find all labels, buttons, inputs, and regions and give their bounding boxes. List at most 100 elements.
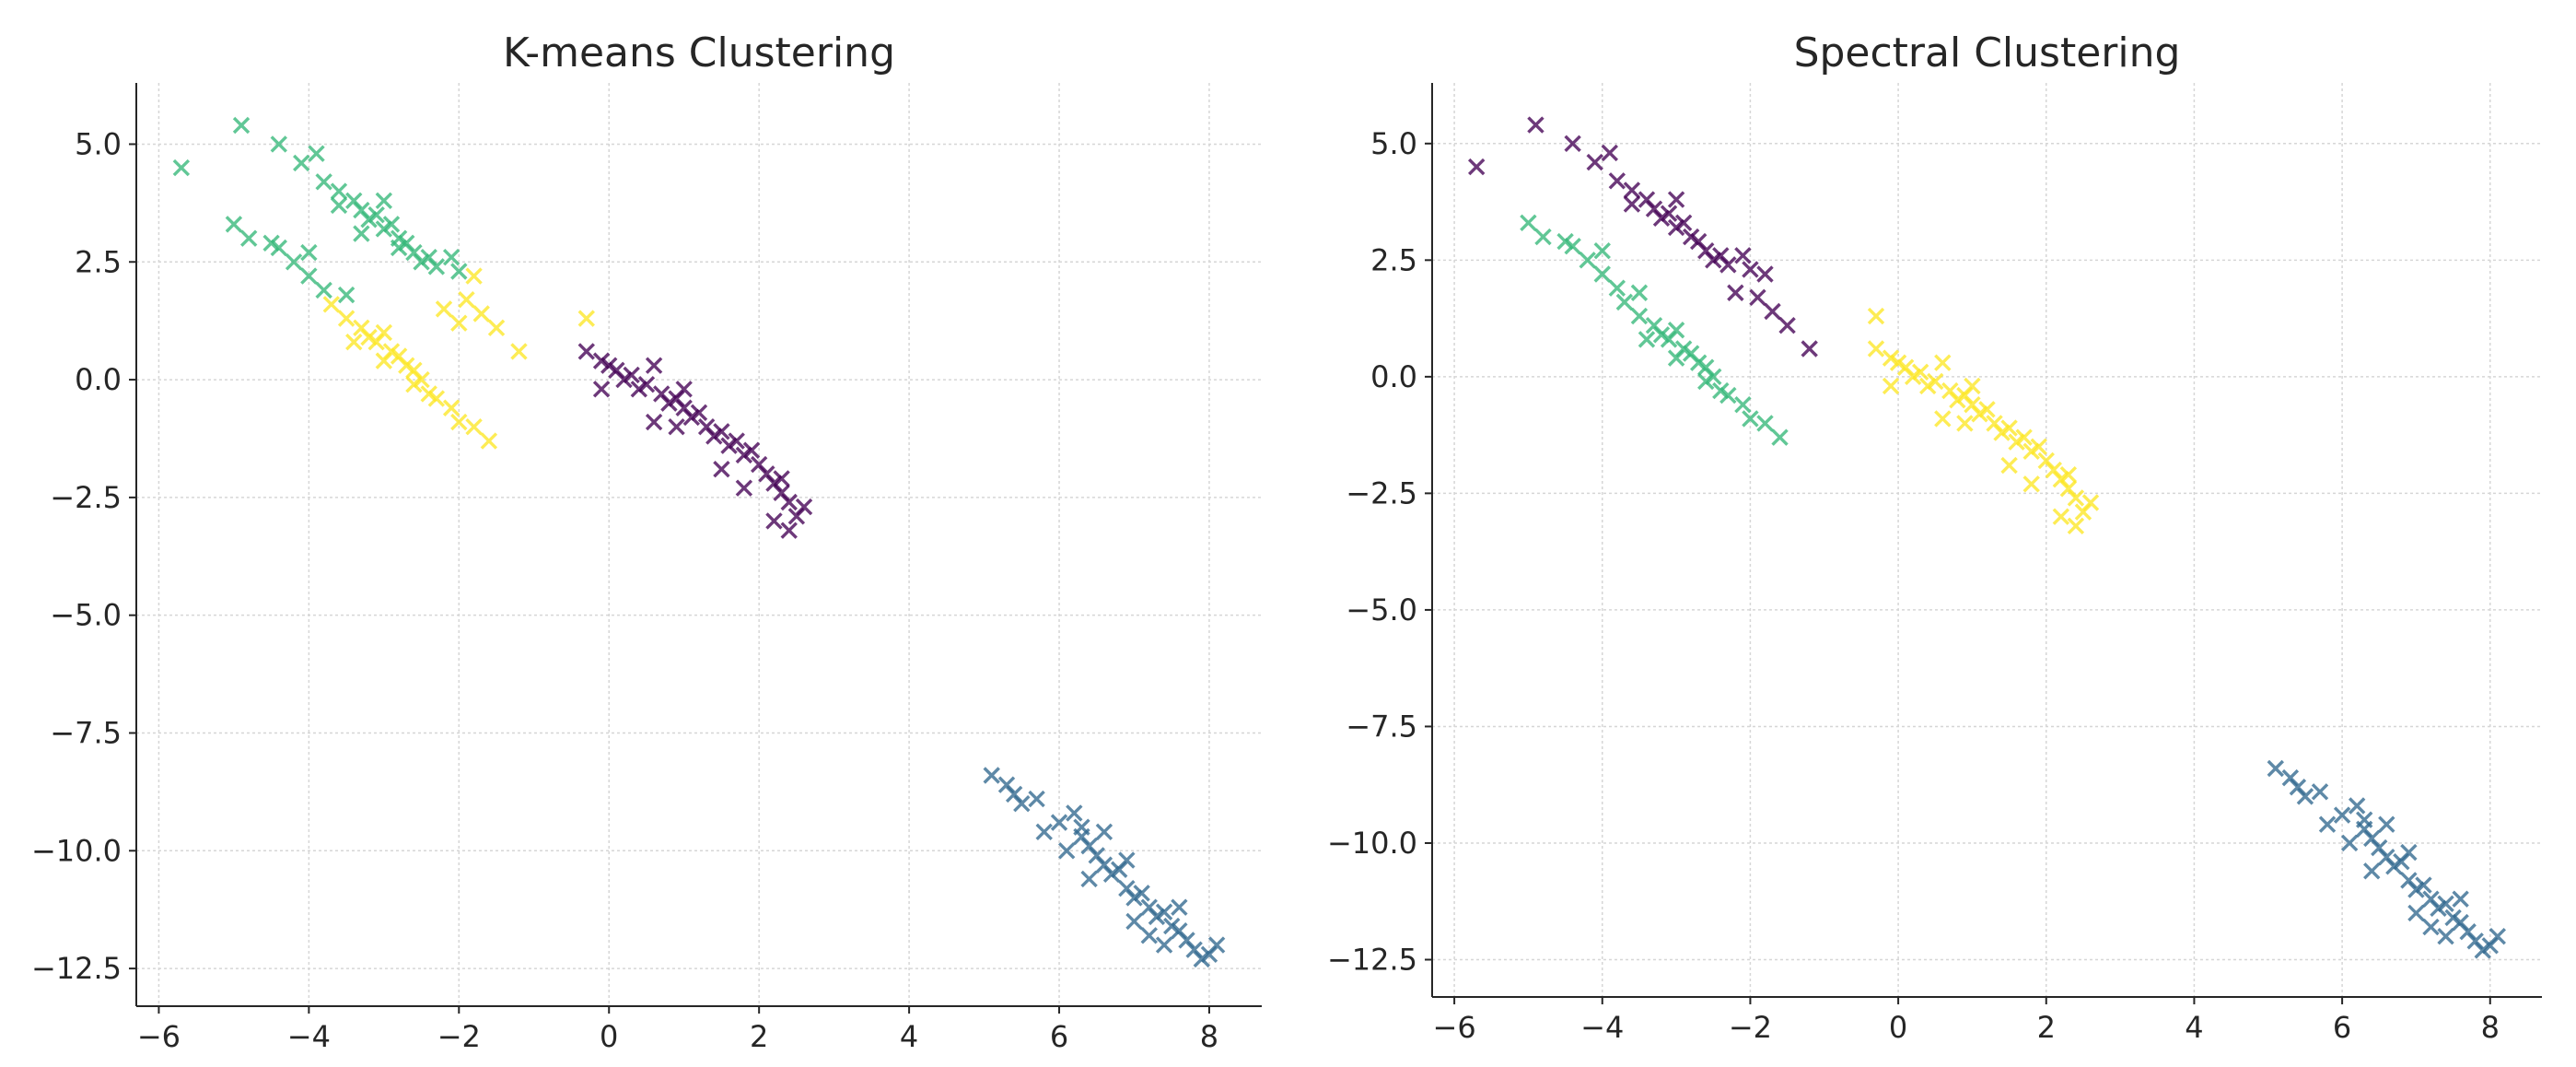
spectral-chart-panel: −6 −4 −2 0 2 4 6 8 5.0 2.5 0.0 −2.5 −5.0 −7.5 −10.0 −12… [1327, 29, 2542, 1045]
data-point [375, 323, 393, 342]
data-point [2407, 881, 2425, 898]
data-point [2022, 442, 2040, 461]
data-point [1066, 804, 1083, 822]
data-point [2340, 834, 2359, 852]
x-tick-label: 8 [2481, 1010, 2500, 1045]
x-tick-label: 0 [1889, 1010, 1907, 1045]
data-point [637, 375, 656, 393]
data-point [728, 432, 745, 450]
data-point [1742, 261, 1759, 278]
data-point [1801, 340, 1818, 358]
data-point [2318, 815, 2337, 833]
data-point [293, 154, 310, 172]
data-point [2052, 508, 2070, 525]
data-point [1667, 349, 1685, 367]
data-point [765, 512, 783, 530]
data-point [398, 357, 415, 374]
x-tick-label: 2 [750, 1019, 768, 1054]
data-point [660, 394, 678, 412]
data-point [1652, 326, 1671, 344]
data-point [1674, 214, 1693, 232]
y-tick-label: −7.5 [50, 715, 122, 750]
data-point [1193, 950, 1211, 968]
x-tick-label: −6 [137, 1019, 181, 1054]
data-point [1155, 903, 1173, 920]
data-point [1882, 349, 1900, 367]
data-point [1593, 242, 1611, 260]
data-point [1163, 917, 1181, 935]
data-point [300, 267, 318, 285]
data-point [1949, 391, 1966, 409]
data-point [2415, 876, 2432, 894]
data-point [2022, 475, 2040, 493]
data-point [1623, 195, 1641, 213]
data-point [262, 234, 280, 252]
data-point [413, 370, 430, 389]
data-point [1882, 377, 1900, 395]
x-tick-label: −4 [287, 1019, 331, 1054]
data-point [2267, 759, 2285, 778]
data-point [1705, 252, 1722, 269]
data-point [360, 328, 378, 346]
data-point [465, 267, 483, 285]
data-point [1734, 247, 1752, 264]
data-point [1867, 340, 1885, 358]
kmeans-chart-title: K-means Clustering [503, 29, 895, 76]
data-point [375, 192, 393, 210]
data-point [375, 220, 393, 238]
data-point [1771, 428, 1789, 446]
data-point [442, 399, 460, 416]
data-point [1102, 865, 1121, 884]
data-point [1534, 228, 1552, 246]
data-point [1623, 182, 1641, 199]
data-point [1719, 386, 1737, 405]
series-cluster-2 [1520, 214, 1789, 446]
data-point [285, 253, 303, 271]
x-tick-label: 6 [2333, 1010, 2351, 1045]
data-point [1756, 415, 1774, 432]
data-point [270, 135, 287, 153]
data-point [1556, 232, 1574, 251]
data-point [1148, 908, 1166, 926]
data-point [645, 413, 663, 431]
data-point [592, 381, 611, 398]
data-point [1719, 256, 1737, 274]
data-point [1964, 377, 1981, 395]
data-point [330, 182, 348, 200]
data-point [2289, 779, 2307, 796]
data-point [668, 417, 685, 436]
data-point [413, 253, 430, 271]
data-point [1564, 237, 1581, 255]
series-cluster-1 [2267, 759, 2507, 959]
data-point [2059, 465, 2078, 484]
data-point [1035, 823, 1053, 841]
data-point [345, 333, 363, 351]
data-point [337, 310, 356, 327]
data-point [1057, 842, 1076, 860]
data-point [600, 357, 618, 374]
data-point [458, 290, 475, 309]
data-point [630, 381, 648, 398]
data-point [367, 205, 385, 224]
y-tick-label: −2.5 [50, 480, 122, 515]
kmeans-chart-panel: −6 −4 −2 0 2 4 6 8 5.0 2.5 0.0 −2.5 −5.0 −7.5 −10.0 −12… [31, 29, 1262, 1054]
data-point [1682, 228, 1700, 246]
data-point [427, 390, 446, 407]
data-point [2452, 890, 2469, 908]
data-point [577, 343, 596, 360]
data-point [735, 446, 753, 464]
data-point [2437, 927, 2454, 945]
data-point [353, 225, 370, 242]
x-tick-label: −4 [1580, 1010, 1624, 1045]
x-tick-label: 0 [600, 1019, 618, 1054]
data-point [1630, 284, 1649, 301]
data-point [983, 767, 1000, 784]
data-point [1080, 870, 1098, 888]
data-point [1764, 302, 1781, 321]
data-point [1660, 205, 1678, 222]
data-point [1593, 265, 1611, 283]
y-tick-label: −12.5 [1327, 943, 1417, 978]
data-point [1705, 368, 1722, 386]
data-point [487, 319, 506, 337]
data-point [713, 423, 730, 440]
